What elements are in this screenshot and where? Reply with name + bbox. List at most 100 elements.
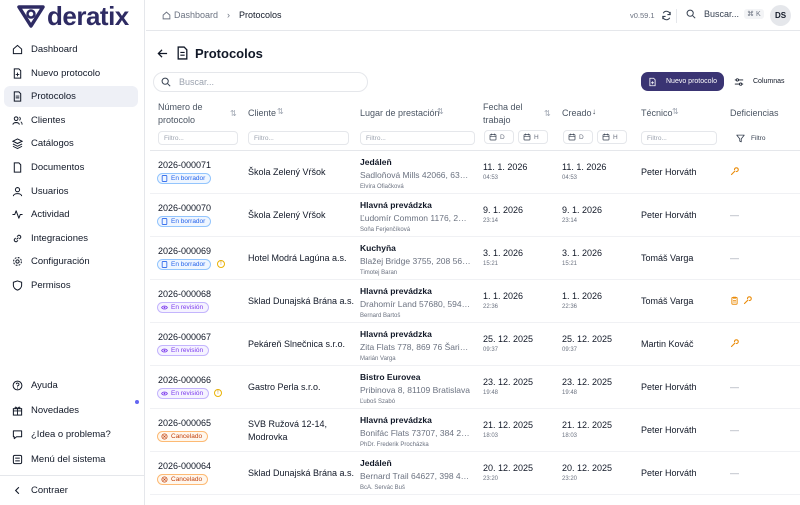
work-date: 25. 12. 2025 bbox=[483, 334, 534, 344]
deficiencies: — bbox=[730, 210, 739, 220]
column-header-number[interactable]: Número de protocolo bbox=[158, 102, 203, 125]
collapse-label: Contraer bbox=[31, 485, 68, 496]
sort-icon[interactable]: ⇅ bbox=[277, 107, 284, 116]
sidebar-item-feedback[interactable]: ¿Idea o problema? bbox=[4, 424, 138, 445]
column-header-deficiencies[interactable]: Deficiencias bbox=[730, 108, 779, 118]
sort-icon[interactable]: ⇅ bbox=[230, 109, 237, 118]
sort-icon[interactable]: ⇅ bbox=[544, 109, 551, 118]
filter-deficiencies[interactable]: Filtro bbox=[730, 131, 792, 145]
sidebar-item-dashboard[interactable]: Dashboard bbox=[4, 39, 138, 60]
sort-icon[interactable]: ⇅ bbox=[437, 107, 444, 116]
table-header-divider bbox=[150, 150, 800, 151]
sidebar-item-settings[interactable]: Configuración bbox=[4, 251, 138, 272]
logo[interactable]: deratix bbox=[16, 3, 129, 29]
sort-icon[interactable]: ⇅ bbox=[672, 107, 679, 116]
filter-client[interactable]: Filtro... bbox=[248, 131, 349, 145]
sidebar-item-catalogs[interactable]: Catálogos bbox=[4, 133, 138, 154]
status-badge: En borrador bbox=[157, 259, 212, 270]
version-label: v0.59.1 bbox=[630, 11, 655, 20]
filter-tech[interactable]: Filtro... bbox=[641, 131, 717, 145]
sidebar-item-integrations[interactable]: Integraciones bbox=[4, 228, 138, 249]
protocol-number[interactable]: 2026-000071 bbox=[158, 160, 212, 170]
funnel-icon bbox=[736, 134, 745, 142]
table-row[interactable]: 2026-000068 En revisión Sklad Dunajská B… bbox=[150, 280, 800, 323]
protocol-number[interactable]: 2026-000064 bbox=[158, 461, 212, 471]
work-date: 21. 12. 2025 bbox=[483, 420, 534, 430]
table-row[interactable]: 2026-000064 Cancelado Sklad Dunajská Brá… bbox=[150, 452, 800, 495]
sidebar-item-documents[interactable]: Documentos bbox=[4, 157, 138, 178]
back-arrow-icon[interactable] bbox=[157, 48, 168, 59]
sidebar-item-users[interactable]: Usuarios bbox=[4, 181, 138, 202]
filter-date-to[interactable]: H bbox=[518, 130, 548, 144]
columns-label: Columnas bbox=[753, 78, 785, 85]
filter-date-from[interactable]: D bbox=[484, 130, 514, 144]
protocol-number[interactable]: 2026-000065 bbox=[158, 418, 212, 428]
deficiencies: — bbox=[730, 468, 739, 478]
global-search[interactable]: Buscar... ⌘ K bbox=[686, 9, 764, 19]
sidebar-item-news[interactable]: Novedades bbox=[4, 400, 138, 421]
column-header-date[interactable]: Fecha del trabajo bbox=[483, 102, 523, 125]
created-date: 3. 1. 2026 bbox=[562, 248, 603, 258]
protocol-number[interactable]: 2026-000067 bbox=[158, 332, 212, 342]
sidebar-item-permissions[interactable]: Permisos bbox=[4, 275, 138, 296]
place-address: Ľudomír Common 1176, 221 45 Trnava bbox=[360, 213, 471, 223]
chat-icon bbox=[12, 430, 23, 440]
protocol-number[interactable]: 2026-000068 bbox=[158, 289, 212, 299]
column-header-client[interactable]: Cliente bbox=[248, 108, 277, 118]
column-header-tech[interactable]: Técnico bbox=[641, 108, 673, 118]
work-date: 11. 1. 2026 bbox=[483, 162, 528, 172]
sidebar-item-help[interactable]: Ayuda bbox=[4, 375, 138, 396]
search-input[interactable] bbox=[179, 77, 359, 87]
topbar: Dashboard › Protocolos v0.59.1 Buscar...… bbox=[146, 0, 800, 31]
refresh-icon[interactable] bbox=[661, 10, 672, 21]
sidebar-item-label: Nuevo protocolo bbox=[31, 67, 101, 79]
sliders-icon bbox=[734, 77, 744, 86]
sidebar-item-new-protocol[interactable]: Nuevo protocolo bbox=[4, 63, 138, 84]
table-row[interactable]: 2026-000067 En revisión Pekáreň Slnečnic… bbox=[150, 323, 800, 366]
work-time: 18:03 bbox=[483, 433, 499, 439]
sidebar-divider bbox=[0, 475, 145, 476]
columns-button[interactable]: Columnas bbox=[734, 72, 785, 91]
work-time: 23:14 bbox=[483, 218, 499, 224]
status-badge: Cancelado bbox=[157, 431, 209, 442]
sort-desc-icon[interactable]: ↓ bbox=[592, 107, 596, 116]
status-label: Cancelado bbox=[171, 476, 203, 483]
calendar-icon bbox=[489, 133, 497, 141]
filter-created-to[interactable]: H bbox=[597, 130, 627, 144]
table-row[interactable]: 2026-000065 Cancelado SVB Ružová 12-14, … bbox=[150, 409, 800, 452]
filter-date-to-label: H bbox=[534, 133, 539, 141]
place-contact: Timotej Baran bbox=[360, 270, 398, 276]
table-row[interactable]: 2026-000070 En borrador Škola Zelený Vŕš… bbox=[150, 194, 800, 237]
sidebar-item-protocols[interactable]: Protocolos bbox=[4, 86, 138, 108]
place-address: Bernard Trail 64627, 398 49 Senec bbox=[360, 471, 471, 481]
logo-text: deratix bbox=[47, 1, 129, 31]
eye-icon bbox=[161, 305, 168, 310]
created-time: 15:21 bbox=[562, 261, 578, 267]
table-row[interactable]: 2026-000066 En revisión ! Gastro Perla s… bbox=[150, 366, 800, 409]
sidebar-item-activity[interactable]: Actividad bbox=[4, 204, 138, 225]
new-protocol-button[interactable]: Nuevo protocolo bbox=[641, 72, 724, 91]
filter-number[interactable]: Filtro... bbox=[158, 131, 238, 145]
column-header-created[interactable]: Creado bbox=[562, 108, 592, 118]
protocol-number[interactable]: 2026-000069 bbox=[158, 246, 212, 256]
search-field[interactable] bbox=[153, 72, 368, 92]
calendar-icon bbox=[568, 133, 576, 141]
table-row[interactable]: 2026-000071 En borrador Škola Zelený Vŕš… bbox=[150, 151, 800, 194]
avatar[interactable]: DS bbox=[770, 5, 791, 26]
breadcrumb-home[interactable]: Dashboard bbox=[174, 10, 219, 20]
filter-place[interactable]: Filtro... bbox=[360, 131, 475, 145]
protocol-number[interactable]: 2026-000066 bbox=[158, 375, 212, 385]
status-label: En borrador bbox=[171, 218, 206, 225]
sidebar-item-system-menu[interactable]: Menú del sistema bbox=[4, 449, 138, 470]
protocol-number[interactable]: 2026-000070 bbox=[158, 203, 212, 213]
wrench-icon bbox=[743, 296, 752, 305]
status-badge: En revisión bbox=[157, 388, 210, 399]
collapse-sidebar-button[interactable]: Contraer bbox=[4, 480, 68, 501]
table-row[interactable]: 2026-000069 En borrador ! Hotel Modrá La… bbox=[150, 237, 800, 280]
filter-created-from[interactable]: D bbox=[563, 130, 593, 144]
column-header-place[interactable]: Lugar de prestación bbox=[360, 108, 440, 118]
created-time: 23:14 bbox=[562, 218, 578, 224]
sidebar-item-clients[interactable]: Clientes bbox=[4, 110, 138, 131]
client-name: Pekáreň Slnečnica s.r.o. bbox=[248, 339, 346, 349]
work-date: 23. 12. 2025 bbox=[483, 377, 534, 387]
